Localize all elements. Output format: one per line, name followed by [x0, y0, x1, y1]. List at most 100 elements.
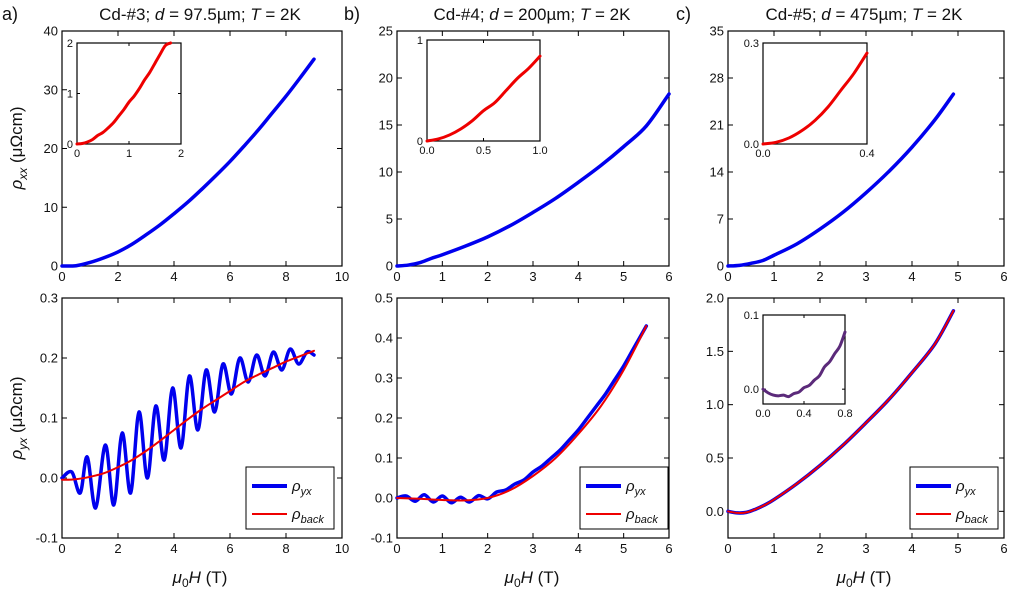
title-sep: ;: [480, 5, 489, 24]
series-rho-xx-line: [726, 92, 956, 268]
legend-label-rho-back: ρ: [955, 506, 965, 523]
ylabel-rho-xx: ρxx (μΩcm): [7, 107, 30, 191]
panel-label-c: c): [676, 4, 691, 24]
title-T-var: T: [250, 5, 262, 24]
title-eq: =: [831, 5, 850, 24]
x-tick-label: 3: [529, 269, 536, 284]
title-c-sample: Cd-#5: [766, 5, 812, 24]
x-tick-label: 0: [58, 541, 65, 556]
inset-x-tick-label: 0.8: [837, 408, 852, 420]
title-d-var: d: [155, 5, 165, 24]
inset-series-line: [761, 51, 869, 146]
title-d-var: d: [489, 5, 499, 24]
y-tick-label: 15: [379, 118, 393, 133]
y-tick-label: 0.3: [40, 291, 58, 306]
x-tick-label: 0: [393, 269, 400, 284]
x-tick-label: 6: [1000, 269, 1007, 284]
y-tick-label: 0.2: [40, 351, 58, 366]
plot-rho-yx-cd3: 0 2 4 6 8 10 -0.1 0.0 0.1 0.2 0.3: [36, 291, 350, 556]
y-tick-label: 0.1: [40, 411, 58, 426]
svg-text:b): b): [344, 4, 360, 24]
title-T-var: T: [580, 5, 592, 24]
title-c: Cd-#5; d = 475µm; T = 2K: [766, 5, 964, 24]
x-tick-label: 3: [862, 269, 869, 284]
y-tick-label: 20: [379, 71, 393, 86]
x-tick-label: 10: [335, 541, 349, 556]
inset-frame: [762, 42, 868, 145]
y-tick-label: 5: [386, 212, 393, 227]
inset: 0 1 2 0 1 2: [67, 38, 184, 160]
inset-x-tick-label: 0.5: [476, 145, 491, 157]
y-tick-label: 2.0: [706, 291, 724, 306]
series-rho-yx-line: [60, 347, 316, 510]
inset-y-tick-label: 0: [417, 136, 423, 148]
title-sep: ;: [145, 5, 154, 24]
inset-x-tick-label: 0.4: [859, 148, 874, 160]
title-T-var: T: [912, 5, 924, 24]
y-tick-label: 10: [379, 165, 393, 180]
inset-y-tick-label: 1: [67, 88, 73, 100]
x-tick-label: 2: [484, 541, 491, 556]
x-tick-label: 4: [170, 541, 177, 556]
title-sep: ;: [241, 5, 250, 24]
x-tick-label: 2: [816, 541, 823, 556]
plot-rho-xx-cd4: 0 1 2 3 4 5 6 0 5 10 15 20 25 0.0 0.5 1.0 0 1: [379, 24, 673, 284]
y-tick-label: -0.1: [371, 531, 393, 546]
y-tick-label: 0.3: [375, 371, 393, 386]
xlabel-b: μ0H (T): [504, 568, 560, 590]
x-tick-label: 2: [114, 269, 121, 284]
x-tick-label: 4: [908, 541, 915, 556]
series-rho-xx-line: [60, 57, 316, 268]
y-tick-label: 0: [717, 259, 724, 274]
x-tick-label: 6: [226, 269, 233, 284]
inset-y-tick-label: 0: [67, 139, 73, 151]
inset-x-tick-label: 0.4: [796, 408, 811, 420]
x-tick-label: 1: [439, 269, 446, 284]
y-tick-label: 0.0: [706, 504, 724, 519]
y-tick-label: 0.5: [375, 291, 393, 306]
legend-label-rho-yx: ρ: [955, 478, 965, 495]
title-c-T: 2K: [942, 5, 963, 24]
x-tick-label: 3: [529, 541, 536, 556]
y-tick-label: 25: [379, 24, 393, 39]
y-tick-label: 30: [44, 82, 58, 97]
y-tick-label: 7: [717, 212, 724, 227]
svg-text:ρyx: ρyx: [291, 478, 312, 498]
y-tick-label: 1.0: [706, 397, 724, 412]
inset-frame: [76, 42, 182, 145]
y-tick-label: 14: [710, 165, 724, 180]
inset-x-tick-label: 1.0: [532, 145, 547, 157]
inset-y-tick-label: 2: [67, 38, 73, 50]
title-b-d: 200µm: [518, 5, 570, 24]
x-tick-label: 6: [665, 541, 672, 556]
x-tick-label: 1: [770, 269, 777, 284]
x-tick-label: 5: [954, 541, 961, 556]
y-tick-label: 0.4: [375, 331, 393, 346]
inset-x-tick-label: 2: [178, 148, 184, 160]
legend-label-rho-yx: ρ: [291, 478, 301, 495]
title-b: Cd-#4; d = 200µm; T = 2K: [434, 5, 632, 24]
x-tick-label: 4: [908, 269, 915, 284]
inset-y-tick-label: 0.0: [744, 139, 759, 151]
inset-x-tick-label: 1: [126, 148, 132, 160]
x-tick-label: 1: [439, 541, 446, 556]
y-tick-label: 21: [710, 118, 724, 133]
svg-text:a): a): [2, 4, 18, 24]
inset-x-tick-label: 0: [74, 148, 80, 160]
x-tick-label: 5: [954, 269, 961, 284]
xlabel-a: μ0H (T): [172, 568, 228, 590]
title-sep: ;: [570, 5, 579, 24]
svg-text:ρyx: ρyx: [625, 478, 646, 498]
inset-x-tick-label: 0.0: [755, 148, 770, 160]
x-tick-label: 8: [282, 541, 289, 556]
x-tick-label: 2: [484, 269, 491, 284]
y-tick-label: 1.5: [706, 344, 724, 359]
x-tick-label: 10: [335, 269, 349, 284]
y-tick-label: 35: [710, 24, 724, 39]
title-eq: =: [499, 5, 518, 24]
x-tick-label: 0: [393, 541, 400, 556]
legend-label-rho-back: ρ: [625, 506, 635, 523]
inset-series-line: [75, 41, 173, 146]
title-eq: =: [261, 5, 280, 24]
